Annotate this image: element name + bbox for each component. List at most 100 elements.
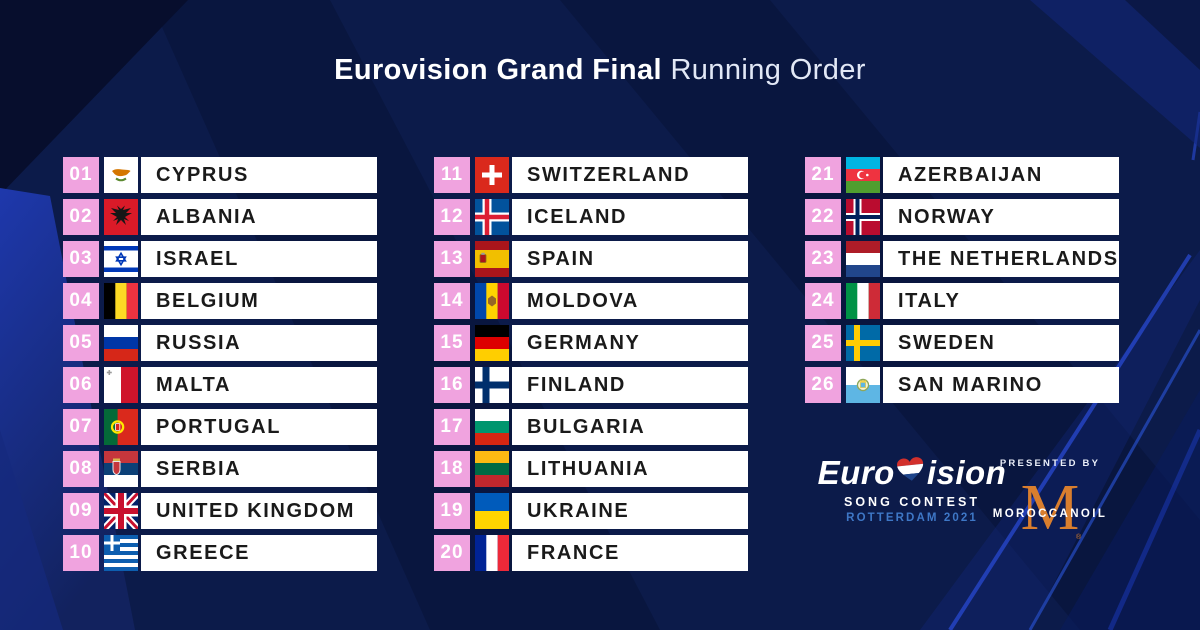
running-order-column-1: 01 CYPRUS 02 ALBANIA 03 ISRAEL 04 BELGIUM 05 RUSS… bbox=[63, 157, 377, 577]
running-order-column-2: 11 SWITZERLAND 12 ICELAND 13 SPAIN 14 MOLDOVA 15… bbox=[434, 157, 748, 577]
country-name: ICELAND bbox=[512, 199, 748, 235]
eurovision-logo: Euro ision SONG CONTEST ROTTERDAM 2021 bbox=[818, 454, 1006, 525]
moroccanoil-m-icon: M bbox=[1020, 471, 1080, 544]
country-name: SWEDEN bbox=[883, 325, 1119, 361]
running-order-number-badge: 19 bbox=[434, 493, 470, 529]
running-order-number-badge: 24 bbox=[805, 283, 841, 319]
running-order-row: 24 ITALY bbox=[805, 283, 1119, 319]
running-order-number-badge: 07 bbox=[63, 409, 99, 445]
running-order-row: 22 NORWAY bbox=[805, 199, 1119, 235]
portugal-flag-icon bbox=[104, 409, 138, 445]
running-order-row: 18 LITHUANIA bbox=[434, 451, 748, 487]
running-order-row: 01 CYPRUS bbox=[63, 157, 377, 193]
sanmarino-flag-icon bbox=[846, 367, 880, 403]
country-name: RUSSIA bbox=[141, 325, 377, 361]
moroccanoil-label: MOROCCANOIL bbox=[992, 508, 1108, 520]
netherlands-flag-icon bbox=[846, 241, 880, 277]
running-order-row: 14 MOLDOVA bbox=[434, 283, 748, 319]
country-name: SAN MARINO bbox=[883, 367, 1119, 403]
running-order-number-badge: 26 bbox=[805, 367, 841, 403]
country-name: NORWAY bbox=[883, 199, 1119, 235]
country-name: SWITZERLAND bbox=[512, 157, 748, 193]
running-order-row: 09 UNITED KINGDOM bbox=[63, 493, 377, 529]
registered-trademark-icon: ® bbox=[1076, 534, 1082, 541]
country-name: UKRAINE bbox=[512, 493, 748, 529]
belgium-flag-icon bbox=[104, 283, 138, 319]
rotterdam-2021-label: ROTTERDAM 2021 bbox=[846, 512, 978, 524]
country-name: UNITED KINGDOM bbox=[141, 493, 377, 529]
norway-flag-icon bbox=[846, 199, 880, 235]
azerbaijan-flag-icon bbox=[846, 157, 880, 193]
running-order-column-3: 21 AZERBAIJAN 22 NORWAY 23 THE NETHERLANDS 24 I… bbox=[805, 157, 1119, 409]
country-name: GREECE bbox=[141, 535, 377, 571]
country-name: MALTA bbox=[141, 367, 377, 403]
running-order-row: 08 SERBIA bbox=[63, 451, 377, 487]
running-order-number-badge: 01 bbox=[63, 157, 99, 193]
running-order-number-badge: 18 bbox=[434, 451, 470, 487]
spain-flag-icon bbox=[475, 241, 509, 277]
running-order-row: 23 THE NETHERLANDS bbox=[805, 241, 1119, 277]
running-order-number-badge: 23 bbox=[805, 241, 841, 277]
uk-flag-icon bbox=[104, 493, 138, 529]
country-name: FINLAND bbox=[512, 367, 748, 403]
running-order-row: 20 FRANCE bbox=[434, 535, 748, 571]
running-order-number-badge: 05 bbox=[63, 325, 99, 361]
song-contest-label: SONG CONTEST bbox=[843, 495, 980, 509]
running-order-number-badge: 02 bbox=[63, 199, 99, 235]
presented-by-label: PRESENTED BY bbox=[999, 458, 1101, 469]
country-name: SERBIA bbox=[141, 451, 377, 487]
israel-flag-icon bbox=[104, 241, 138, 277]
moroccanoil-logo: M ® MOROCCANOIL bbox=[978, 471, 1122, 547]
country-name: GERMANY bbox=[512, 325, 748, 361]
running-order-number-badge: 13 bbox=[434, 241, 470, 277]
lithuania-flag-icon bbox=[475, 451, 509, 487]
running-order-row: 10 GREECE bbox=[63, 535, 377, 571]
running-order-number-badge: 20 bbox=[434, 535, 470, 571]
page-title: Eurovision Grand Final Running Order bbox=[0, 54, 1200, 87]
running-order-number-badge: 14 bbox=[434, 283, 470, 319]
running-order-number-badge: 06 bbox=[63, 367, 99, 403]
greece-flag-icon bbox=[104, 535, 138, 571]
country-name: ALBANIA bbox=[141, 199, 377, 235]
running-order-number-badge: 17 bbox=[434, 409, 470, 445]
running-order-row: 11 SWITZERLAND bbox=[434, 157, 748, 193]
running-order-row: 04 BELGIUM bbox=[63, 283, 377, 319]
running-order-number-badge: 03 bbox=[63, 241, 99, 277]
running-order-number-badge: 16 bbox=[434, 367, 470, 403]
running-order-row: 02 ALBANIA bbox=[63, 199, 377, 235]
running-order-number-badge: 21 bbox=[805, 157, 841, 193]
running-order-number-badge: 10 bbox=[63, 535, 99, 571]
dutch-flag-heart-icon bbox=[894, 454, 927, 491]
country-name: SPAIN bbox=[512, 241, 748, 277]
country-name: FRANCE bbox=[512, 535, 748, 571]
sweden-flag-icon bbox=[846, 325, 880, 361]
country-name: ITALY bbox=[883, 283, 1119, 319]
italy-flag-icon bbox=[846, 283, 880, 319]
eurovision-word-post: ision bbox=[926, 454, 1007, 491]
country-name: LITHUANIA bbox=[512, 451, 748, 487]
albania-flag-icon bbox=[104, 199, 138, 235]
running-order-row: 06 MALTA bbox=[63, 367, 377, 403]
switzerland-flag-icon bbox=[475, 157, 509, 193]
title-bold: Eurovision Grand Final bbox=[334, 54, 662, 86]
running-order-row: 03 ISRAEL bbox=[63, 241, 377, 277]
iceland-flag-icon bbox=[475, 199, 509, 235]
eurovision-word-pre: Euro bbox=[817, 454, 895, 491]
finland-flag-icon bbox=[475, 367, 509, 403]
serbia-flag-icon bbox=[104, 451, 138, 487]
ukraine-flag-icon bbox=[475, 493, 509, 529]
country-name: ISRAEL bbox=[141, 241, 377, 277]
running-order-row: 15 GERMANY bbox=[434, 325, 748, 361]
country-name: AZERBAIJAN bbox=[883, 157, 1119, 193]
country-name: MOLDOVA bbox=[512, 283, 748, 319]
running-order-number-badge: 25 bbox=[805, 325, 841, 361]
country-name: BULGARIA bbox=[512, 409, 748, 445]
running-order-row: 05 RUSSIA bbox=[63, 325, 377, 361]
running-order-row: 12 ICELAND bbox=[434, 199, 748, 235]
running-order-row: 13 SPAIN bbox=[434, 241, 748, 277]
germany-flag-icon bbox=[475, 325, 509, 361]
country-name: BELGIUM bbox=[141, 283, 377, 319]
running-order-row: 07 PORTUGAL bbox=[63, 409, 377, 445]
france-flag-icon bbox=[475, 535, 509, 571]
